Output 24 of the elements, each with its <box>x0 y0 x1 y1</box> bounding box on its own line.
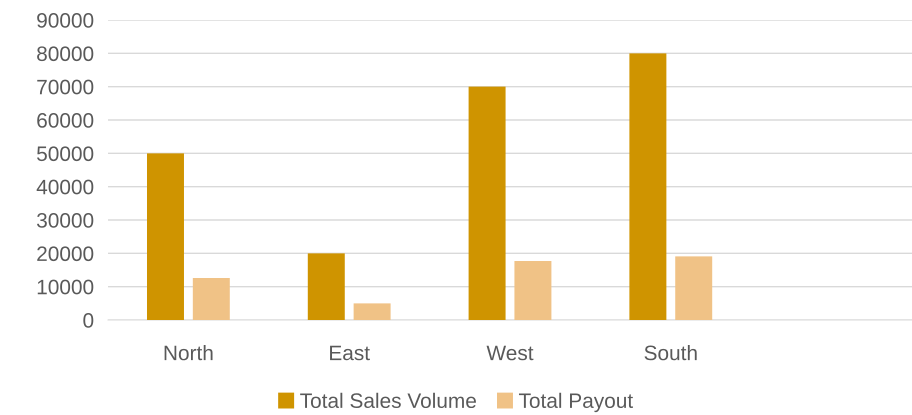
y-tick-label: 30000 <box>36 213 94 228</box>
bar <box>675 256 712 320</box>
bar <box>514 261 552 320</box>
y-tick-label: 90000 <box>37 13 94 28</box>
y-tick-label: 60000 <box>37 113 94 128</box>
x-tick-label: West <box>486 346 534 360</box>
x-tick-label: North <box>164 345 213 360</box>
y-tick-label: 50000 <box>37 146 94 162</box>
bar <box>146 153 184 320</box>
bar <box>629 53 666 320</box>
y-tick-label: 20000 <box>37 246 94 262</box>
y-tick-label: 0 <box>83 313 94 328</box>
legend-label: Total Sales Volume <box>300 392 476 408</box>
y-tick-label: 70000 <box>37 80 94 94</box>
bar <box>192 278 230 320</box>
x-tick-label: South <box>644 345 697 360</box>
bar <box>354 303 391 320</box>
x-tick-label: East <box>330 346 370 360</box>
bar <box>468 86 506 320</box>
y-tick-label: 10000 <box>38 280 94 294</box>
legend-label: Total Payout <box>518 392 634 412</box>
y-tick-label: 80000 <box>37 46 94 62</box>
y-tick-label: 40000 <box>36 180 94 194</box>
bar <box>308 253 345 320</box>
